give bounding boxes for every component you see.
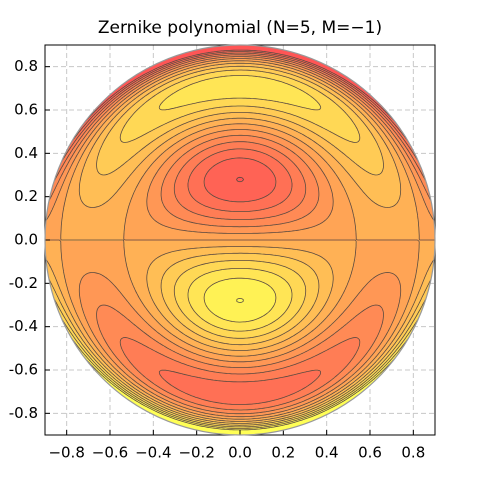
y-tick-label: -0.8: [9, 404, 38, 422]
y-tick-label: 0.8: [14, 57, 38, 75]
contour-band: [45, 57, 435, 417]
contour-band: [45, 63, 435, 423]
contour-line: [45, 54, 435, 411]
x-tick-label: 0.8: [401, 444, 425, 462]
x-tick-label: 0.4: [315, 444, 339, 462]
disc-edge: [44, 44, 436, 436]
x-tick-label: −0.6: [92, 444, 128, 462]
contour-band: [45, 59, 435, 419]
x-tick-label: 0.6: [358, 444, 382, 462]
contour-line: [45, 65, 435, 424]
contour-line: [45, 58, 435, 418]
x-tick-label: 0.2: [271, 444, 295, 462]
y-tick-label: 0.4: [14, 144, 38, 162]
y-tick-label: 0.2: [14, 187, 38, 205]
x-tick-label: −0.4: [135, 444, 171, 462]
contour-line: [45, 60, 435, 420]
y-tick-label: -0.2: [9, 274, 38, 292]
contour-line: [45, 62, 435, 422]
contour-line: [45, 69, 435, 426]
chart-title: Zernike polynomial (N=5, M=−1): [98, 18, 382, 38]
y-tick-label: 0.6: [14, 101, 38, 119]
contour-line: [45, 56, 435, 415]
y-tick-label: -0.4: [9, 317, 38, 335]
x-tick-label: −0.8: [48, 444, 84, 462]
y-tick-label: -0.6: [9, 361, 38, 379]
contour-band: [45, 51, 435, 201]
contour-band: [45, 279, 435, 429]
x-tick-label: 0.0: [228, 444, 252, 462]
x-tick-label: −0.2: [178, 444, 214, 462]
y-tick-label: 0.0: [14, 231, 38, 249]
